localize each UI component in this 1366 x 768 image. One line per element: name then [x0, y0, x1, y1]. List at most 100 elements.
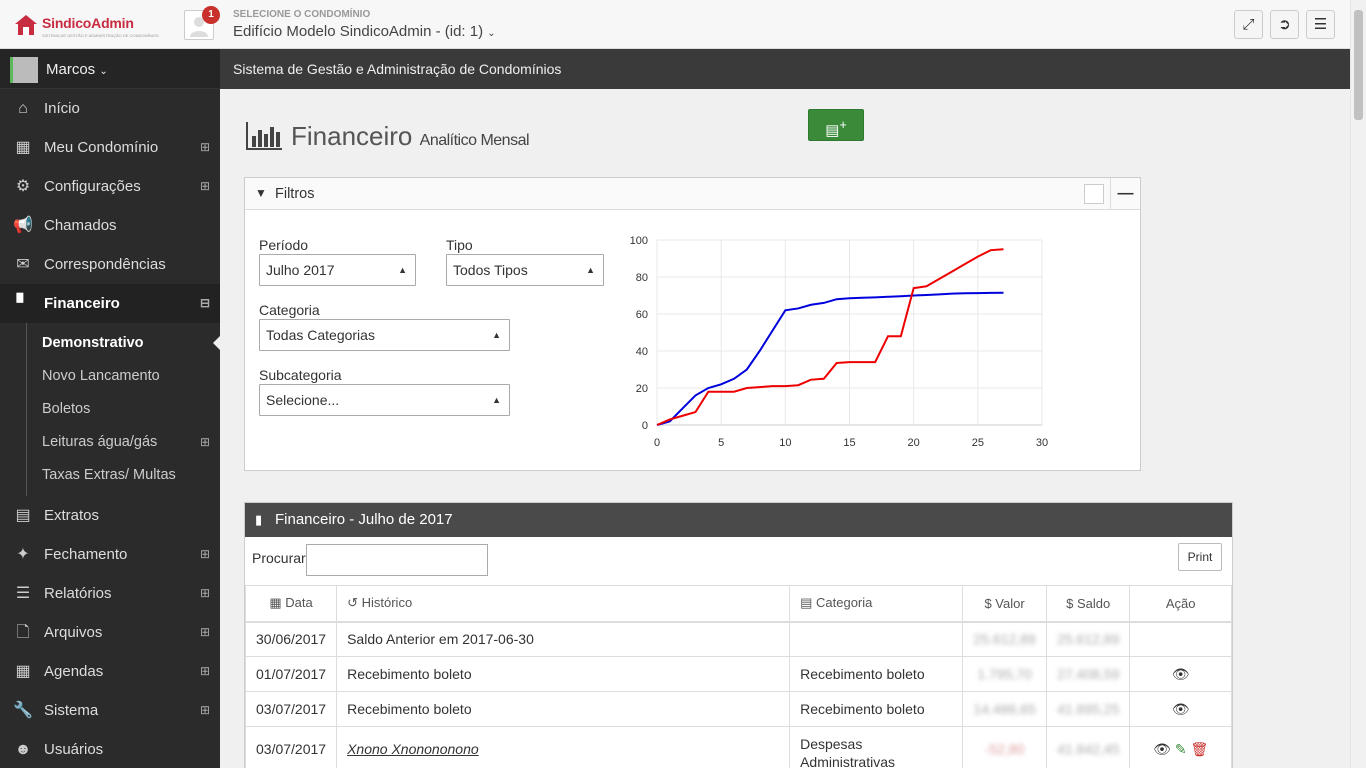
list-icon: ☰: [15, 585, 31, 602]
submenu-item-label: Novo Lancamento: [42, 368, 160, 384]
x-tick-label: 20: [908, 437, 920, 449]
sidebar-item-financeiro[interactable]: ▘ Financeiro ⊟: [0, 284, 220, 323]
col-saldo-label: $ Saldo: [1066, 595, 1111, 611]
submenu-item-boletos[interactable]: Boletos: [0, 393, 220, 426]
condo-name: Edifício Modelo SindicoAdmin - (id: 1): [233, 23, 484, 40]
cell-acao: 👁 ✎ 🗑: [1129, 726, 1232, 768]
view-icon[interactable]: 👁: [1153, 740, 1171, 757]
cell-historico: Saldo Anterior em 2017-06-30: [336, 621, 791, 657]
submenu-item-demonstrativo[interactable]: Demonstrativo: [0, 327, 220, 360]
sort-arrows-icon: ▲: [586, 265, 595, 275]
table-row: 01/07/2017 Recebimento boleto Recebiment…: [244, 656, 1232, 692]
expand-icon: ⊞: [199, 586, 210, 600]
tipo-select[interactable]: Todos Tipos ▲: [446, 254, 604, 286]
collapse-panel-button[interactable]: —: [1110, 178, 1140, 209]
magic-icon: ✦: [16, 546, 30, 563]
submenu-item-taxas-extras[interactable]: Taxas Extras/ Multas: [0, 459, 220, 492]
panel-toggle-box[interactable]: [1084, 184, 1104, 204]
periodo-select[interactable]: Julho 2017 ▲: [259, 254, 416, 286]
top-bar: SindicoAdmin SISTEMA DE GESTÃO E ADMINIS…: [0, 0, 1350, 49]
col-categoria-label: Categoria: [816, 595, 873, 611]
user-notification-icon: [190, 17, 208, 37]
cell-categoria: Despesas Administrativas: [789, 726, 964, 768]
logo[interactable]: SindicoAdmin SISTEMA DE GESTÃO E ADMINIS…: [14, 12, 214, 38]
cell-valor: 1.795,70: [962, 656, 1048, 692]
expand-icon: ⊞: [199, 140, 210, 154]
col-acao: Ação: [1129, 585, 1232, 623]
logout-button[interactable]: ➲: [1270, 10, 1299, 39]
cell-saldo: 41.895,25: [1046, 691, 1131, 727]
chevron-down-icon: ⌄: [487, 28, 496, 39]
expand-icon: ⊞: [199, 179, 210, 193]
edit-icon[interactable]: ✎: [1174, 740, 1187, 757]
sidebar-item-correspondencias[interactable]: ✉ Correspondências: [0, 245, 220, 284]
sidebar-item-relatorios[interactable]: ☰ Relatórios ⊞: [0, 574, 220, 613]
page-subtitle: Analítico Mensal: [419, 132, 530, 149]
hamburger-icon: ☰: [1313, 16, 1328, 33]
x-tick-label: 10: [779, 437, 791, 449]
col-valor[interactable]: $ Valor: [962, 585, 1048, 623]
expand-icon: ⊞: [199, 664, 210, 678]
condo-selector[interactable]: Edifício Modelo SindicoAdmin - (id: 1) ⌄: [233, 23, 496, 40]
user-menu[interactable]: Marcos ⌄: [0, 49, 220, 89]
notifications-button[interactable]: 1: [184, 6, 220, 40]
x-tick-label: 5: [718, 437, 724, 449]
cell-data: 03/07/2017: [244, 726, 338, 768]
col-saldo[interactable]: $ Saldo: [1046, 585, 1131, 623]
page-title-text: Financeiro: [291, 121, 413, 151]
col-historico[interactable]: ↺ Histórico: [336, 585, 791, 623]
fullscreen-button[interactable]: ⤢: [1234, 10, 1263, 39]
filters-header: ▼ Filtros —: [245, 178, 1140, 210]
menu-toggle-button[interactable]: ☰: [1306, 10, 1335, 39]
col-valor-label: $ Valor: [984, 595, 1025, 611]
trash-icon[interactable]: 🗑: [1190, 740, 1209, 757]
sidebar-item-usuarios[interactable]: ☻ Usuários: [0, 730, 220, 768]
cell-saldo: 27.408,59: [1046, 656, 1131, 692]
view-icon[interactable]: 👁: [1171, 665, 1190, 682]
sort-arrows-icon: ▲: [492, 395, 501, 405]
sidebar-item-configuracoes[interactable]: ⚙ Configurações ⊞: [0, 167, 220, 206]
sidebar-item-extratos[interactable]: ▤ Extratos: [0, 496, 220, 535]
series-line-0: [656, 291, 1004, 426]
search-input[interactable]: [306, 544, 488, 576]
home-icon: ⌂: [18, 100, 28, 117]
expand-icon: ⊞: [199, 435, 210, 449]
sidebar-item-agendas[interactable]: ▦ Agendas ⊞: [0, 652, 220, 691]
submenu-item-leituras[interactable]: Leituras água/gás ⊞: [0, 426, 220, 459]
cell-historico: Xnono Xnonononono: [336, 726, 791, 768]
sidebar-item-chamados[interactable]: 📢 Chamados: [0, 206, 220, 245]
sidebar-item-inicio[interactable]: ⌂ Início: [0, 89, 220, 128]
historico-link[interactable]: Xnono Xnonononono: [347, 741, 479, 757]
categoria-select[interactable]: Todas Categorias ▲: [259, 319, 510, 351]
col-historico-label: Histórico: [361, 595, 413, 611]
sidebar-item-label: Meu Condomínio: [44, 139, 159, 156]
y-tick-label: 40: [636, 346, 648, 358]
page-scrollbar[interactable]: [1350, 0, 1366, 768]
subcategoria-value: Selecione...: [266, 392, 340, 408]
x-tick-label: 25: [972, 437, 984, 449]
sidebar-item-sistema[interactable]: 🔧 Sistema ⊞: [0, 691, 220, 730]
financeiro-table-header: ▮ Financeiro - Julho de 2017: [245, 503, 1232, 537]
money-icon: ▤: [15, 507, 31, 524]
sidebar-item-label: Configurações: [44, 178, 141, 195]
submenu-item-novo-lancamento[interactable]: Novo Lancamento: [0, 360, 220, 393]
sidebar-item-arquivos[interactable]: 🗋 Arquivos ⊞: [0, 613, 220, 652]
col-categoria[interactable]: ▤ Categoria: [789, 585, 964, 623]
sidebar-item-meu-condominio[interactable]: ▦ Meu Condomínio ⊞: [0, 128, 220, 167]
notification-badge: 1: [202, 6, 220, 24]
view-icon[interactable]: 👁: [1171, 700, 1190, 717]
print-button[interactable]: Print: [1178, 543, 1222, 571]
financeiro-table-title: Financeiro - Julho de 2017: [275, 511, 453, 528]
cell-acao: [1129, 621, 1232, 657]
scrollbar-thumb[interactable]: [1354, 10, 1363, 120]
periodo-value: Julho 2017: [266, 262, 335, 278]
tipo-label: Tipo: [446, 237, 473, 253]
x-tick-label: 30: [1036, 437, 1048, 449]
col-data[interactable]: ▦ Data: [244, 585, 338, 623]
financeiro-table: ▦ Data ↺ Histórico ▤ Categoria $ Valor $…: [244, 585, 1232, 768]
add-chart-button[interactable]: ▤+: [808, 109, 864, 141]
subcategoria-select[interactable]: Selecione... ▲: [259, 384, 510, 416]
submenu-item-label: Taxas Extras/ Multas: [42, 467, 176, 483]
history-icon: ↺: [347, 595, 358, 611]
sidebar-item-fechamento[interactable]: ✦ Fechamento ⊞: [0, 535, 220, 574]
